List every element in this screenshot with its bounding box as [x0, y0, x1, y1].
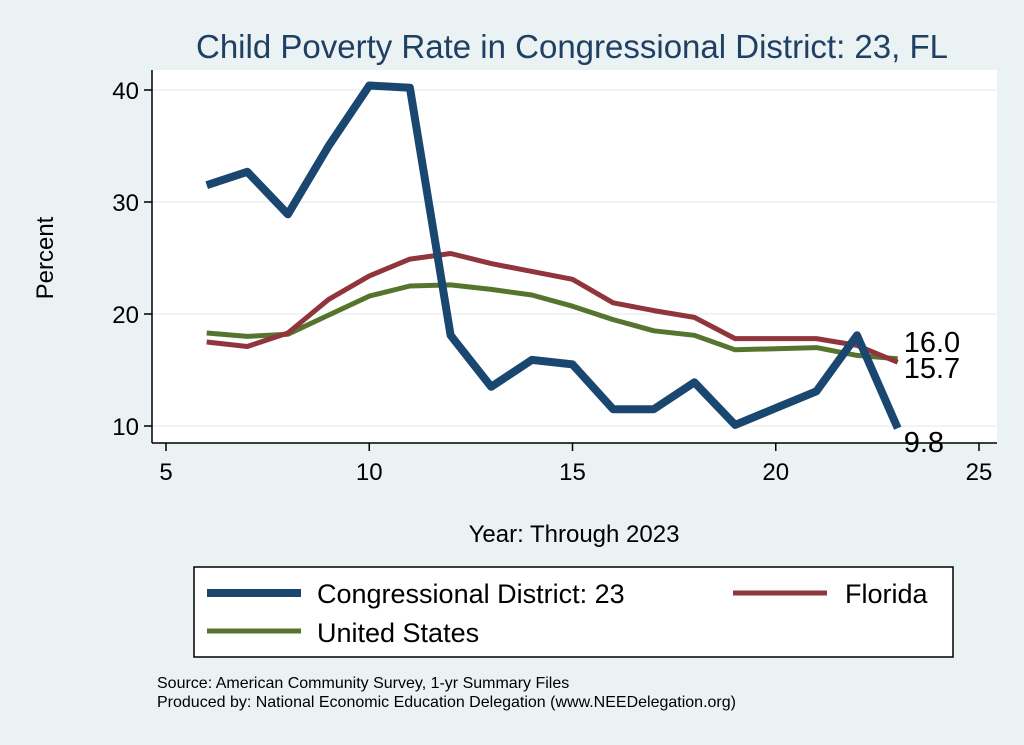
y-tick-label: 40 [112, 78, 139, 105]
legend: Congressional District: 23 Florida Unite… [193, 566, 954, 658]
x-tick-label: 25 [966, 459, 993, 486]
y-axis-label: Percent [32, 216, 59, 299]
chart-title: Child Poverty Rate in Congressional Dist… [196, 28, 948, 65]
x-axis-label: Year: Through 2023 [469, 521, 680, 548]
x-tick-label: 10 [356, 459, 383, 486]
legend-label-united-states: United States [317, 618, 479, 648]
end-label-united-states: 16.0 [904, 327, 960, 359]
plot-area [152, 70, 997, 443]
end-label-district: 9.8 [904, 427, 944, 459]
series-line-florida [206, 251, 899, 365]
tick-labels: 10 20 30 40 5 10 15 20 25 [112, 78, 992, 486]
legend-box [193, 566, 954, 658]
end-label-florida: 15.7 [904, 353, 960, 385]
x-tick-label: 15 [559, 459, 586, 486]
x-tick-label: 20 [762, 459, 789, 486]
producer-note: Produced by: National Economic Education… [157, 694, 736, 711]
y-tick-label: 20 [112, 302, 139, 329]
end-labels: 9.8 15.716.0 [904, 327, 960, 459]
series-lines [205, 81, 902, 430]
series-line-united-states [206, 282, 898, 362]
series-line-district [205, 81, 902, 430]
legend-label-florida: Florida [845, 579, 929, 609]
y-tick-label: 10 [112, 414, 139, 441]
source-note: Source: American Community Survey, 1-yr … [157, 675, 569, 692]
legend-label-district: Congressional District: 23 [317, 579, 625, 609]
x-tick-label: 5 [159, 459, 172, 486]
axes [151, 70, 997, 444]
y-tick-label: 30 [112, 190, 139, 217]
